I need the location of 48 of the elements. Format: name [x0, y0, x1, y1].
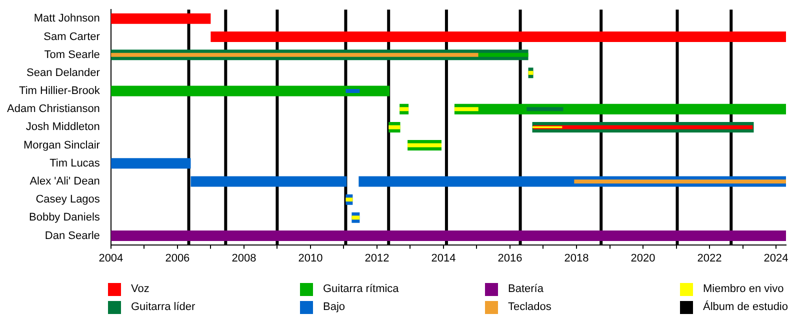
bar: [190, 176, 347, 187]
bar: [110, 230, 786, 241]
x-tick-label: 2024: [764, 252, 788, 264]
y-tick-label: Bobby Daniels: [28, 212, 100, 224]
x-tick-label: 2012: [364, 252, 390, 264]
y-tick-label: Casey Lagos: [36, 194, 100, 206]
legend-label: Guitarra líder: [131, 301, 196, 313]
y-tick-label: Sean Delander: [26, 66, 100, 79]
legend-label: Batería: [508, 283, 544, 295]
bar: [574, 179, 786, 184]
bar: [210, 31, 786, 42]
x-tick-label: 2018: [564, 252, 589, 264]
x-tick-label: 2016: [498, 252, 522, 264]
bar: [408, 143, 442, 148]
y-tick-label: Morgan Sinclair: [24, 139, 100, 152]
y-tick-label: Matt Johnson: [34, 12, 100, 25]
x-tick-label: 2014: [431, 252, 456, 264]
x-tick-label: 2004: [98, 252, 124, 264]
y-tick-label: Adam Christianson: [6, 103, 100, 116]
bar: [110, 158, 191, 169]
bar: [110, 86, 390, 96]
y-tick-label: Sam Carter: [44, 30, 100, 43]
x-tick-label: 2010: [298, 252, 323, 264]
bar: [352, 216, 360, 220]
x-tick-label: 2008: [232, 252, 256, 264]
y-tick-label: Tim Hillier-Brook: [19, 85, 100, 98]
legend-label: Guitarra rítmica: [323, 283, 399, 295]
bar: [346, 198, 353, 202]
bar: [110, 52, 478, 57]
legend-label: Voz: [131, 283, 150, 295]
bar: [400, 107, 409, 112]
legend-label: Álbum de estudio: [703, 301, 788, 313]
x-tick-label: 2006: [165, 252, 190, 264]
bar: [388, 125, 400, 130]
bar: [454, 107, 478, 112]
bar: [528, 70, 534, 75]
legend-label: Miembro en vivo: [703, 283, 784, 295]
bar: [110, 13, 211, 24]
legend-label: Teclados: [508, 301, 552, 313]
x-tick-label: 2022: [697, 252, 722, 264]
y-tick-label: Josh Middleton: [26, 121, 100, 134]
x-tick-label: 2020: [630, 252, 656, 264]
bar: [454, 104, 786, 114]
y-tick-label: Dan Searle: [44, 230, 100, 242]
y-tick-label: Tom Searle: [44, 48, 100, 61]
legend-label: Bajo: [323, 301, 346, 313]
y-tick-label: Alex 'Ali' Dean: [30, 176, 100, 188]
y-tick-label: Tim Lucas: [50, 157, 100, 170]
